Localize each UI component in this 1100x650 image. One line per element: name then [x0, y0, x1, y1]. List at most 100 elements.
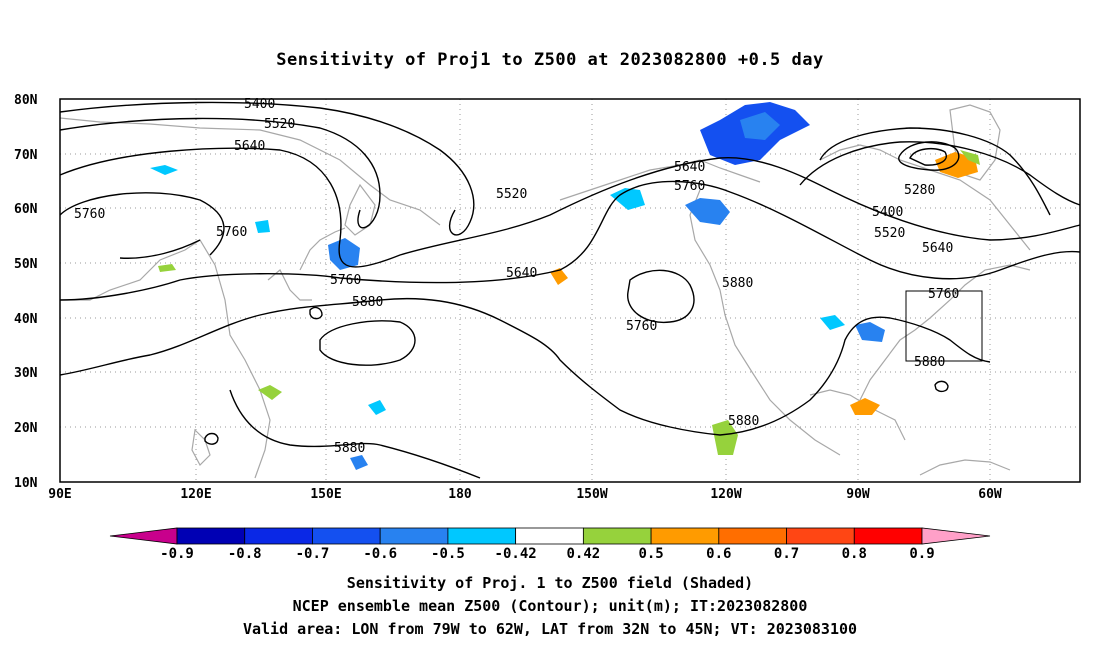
- shade-positive-greenland-green: [960, 150, 980, 165]
- lon-label: 150W: [576, 487, 607, 502]
- contour-label: 5760: [674, 179, 705, 194]
- contour-low-west-pacific: [309, 306, 323, 320]
- contour-label: 5520: [874, 226, 905, 241]
- contour-5760-low: [627, 269, 695, 324]
- colorbar-box: [718, 527, 787, 545]
- shade-negative-east-siberia: [255, 220, 270, 233]
- contour-label: 5640: [922, 241, 953, 256]
- coast-kamchatka: [344, 183, 376, 236]
- shade-negative-pacific-nw: [820, 315, 845, 330]
- coast-north-america-west: [689, 189, 841, 456]
- latitude-labels: 80N 70N 60N 50N 40N 30N 20N 10N: [14, 93, 38, 491]
- shade-negative-west-pacific-2: [350, 455, 368, 470]
- contour-label: 5760: [216, 225, 247, 240]
- lat-label: 80N: [14, 93, 38, 108]
- colorbar-box: [379, 527, 449, 545]
- coast-south-america: [919, 459, 1011, 476]
- valid-area-box: [905, 290, 983, 362]
- lon-label: 120W: [710, 487, 741, 502]
- lat-label: 50N: [14, 257, 38, 272]
- contour-5880-south: [319, 320, 416, 366]
- contour-label: 5400: [872, 205, 903, 220]
- lat-label: 10N: [14, 476, 38, 491]
- lat-label: 40N: [14, 312, 38, 327]
- colorbar-tick-label: -0.6: [363, 546, 397, 562]
- contour-label: 5640: [674, 160, 705, 175]
- colorbar-min-triangle: [109, 527, 178, 545]
- lon-label: 60W: [978, 487, 1002, 502]
- contour-label: 5520: [496, 187, 527, 202]
- contour-label: 5880: [722, 276, 753, 291]
- colorbar-box: [312, 527, 381, 545]
- caption-shading: Sensitivity of Proj. 1 to Z500 field (Sh…: [346, 574, 754, 592]
- contour-label: 5520: [264, 117, 295, 132]
- colorbar-tick-labels: -0.9 -0.8 -0.7 -0.6 -0.5 -0.42 0.42 0.5 0.6 0.7 0.…: [160, 546, 935, 562]
- lon-label: 90E: [48, 487, 71, 502]
- contour-5520: [59, 117, 381, 229]
- lat-label: 20N: [14, 421, 38, 436]
- lon-label: 120E: [180, 487, 211, 502]
- colorbar-max-triangle: [921, 527, 991, 545]
- contour-5640: [59, 147, 1081, 268]
- colorbar: -0.9 -0.8 -0.7 -0.6 -0.5 -0.42 0.42 0.5 0.6 0.7 0.…: [109, 527, 991, 562]
- contour-atlantic-low: [934, 380, 949, 393]
- colorbar-tick-label: 0.5: [638, 546, 663, 562]
- colorbar-boxes: [176, 527, 923, 545]
- contour-label: 5880: [728, 414, 759, 429]
- lon-label: 180: [448, 487, 472, 502]
- contour-labels: 5400 5520 5640 5760 5760 5520 5640 5760 …: [74, 97, 959, 456]
- contour-5760-north: [59, 192, 225, 259]
- contour-5880: [59, 297, 991, 436]
- contour-typhoon: [204, 432, 219, 445]
- contour-5400: [59, 101, 475, 236]
- colorbar-box: [853, 527, 923, 545]
- contour-5760-main: [59, 180, 1081, 301]
- contour-label: 5760: [330, 273, 361, 288]
- colorbar-box: [244, 527, 313, 545]
- shade-positive-pacific: [550, 268, 568, 285]
- shade-negative-bering: [610, 188, 645, 210]
- sensitivity-shading: [150, 102, 980, 470]
- coast-north-america-east: [859, 264, 1031, 401]
- colorbar-box: [515, 527, 584, 545]
- colorbar-tick-label: 0.8: [842, 546, 867, 562]
- map-frame: [59, 98, 1081, 483]
- contour-label: 5640: [234, 139, 265, 154]
- lon-label: 90W: [846, 487, 870, 502]
- shade-negative-alaska: [685, 198, 730, 225]
- coastlines: [59, 104, 1031, 479]
- contour-5880-west: [229, 389, 481, 479]
- colorbar-tick-label: 0.9: [909, 546, 934, 562]
- lat-label: 60N: [14, 202, 38, 217]
- colorbar-box: [582, 527, 652, 545]
- colorbar-tick-label: 0.6: [706, 546, 731, 562]
- contour-lines: [59, 101, 1081, 479]
- longitude-labels: 90E 120E 150E 180 150W 120W 90W 60W: [48, 487, 1002, 502]
- map-title: Sensitivity of Proj1 to Z500 at 20230828…: [276, 50, 824, 70]
- lon-label: 150E: [310, 487, 341, 502]
- contour-5520-east: [799, 141, 1081, 206]
- colorbar-tick-label: -0.9: [160, 546, 194, 562]
- colorbar-box: [786, 527, 855, 545]
- shade-positive-mexico: [712, 420, 738, 455]
- coast-canada-arctic: [819, 144, 1031, 251]
- colorbar-tick-label: -0.8: [228, 546, 262, 562]
- colorbar-tick-label: -0.5: [431, 546, 465, 562]
- lat-label: 70N: [14, 148, 38, 163]
- shade-negative-kamchatka: [328, 238, 360, 270]
- shade-negative-north-pacific-core: [740, 112, 780, 140]
- coast-philippines: [191, 428, 211, 466]
- colorbar-box: [447, 527, 517, 545]
- caption-valid-area: Valid area: LON from 79W to 62W, LAT fro…: [242, 620, 858, 638]
- colorbar-tick-label: 0.7: [774, 546, 799, 562]
- contour-5400-east: [819, 127, 1051, 216]
- colorbar-tick-label: 0.42: [567, 546, 601, 562]
- contour-label: 5400: [244, 97, 275, 112]
- contour-greenland-low: [909, 147, 947, 166]
- contour-label: 5880: [914, 355, 945, 370]
- contour-label: 5280: [904, 183, 935, 198]
- contour-label: 5760: [626, 319, 657, 334]
- shade-positive-china: [258, 385, 282, 400]
- coast-east-asia: [60, 239, 271, 479]
- shade-positive-asia: [158, 264, 176, 272]
